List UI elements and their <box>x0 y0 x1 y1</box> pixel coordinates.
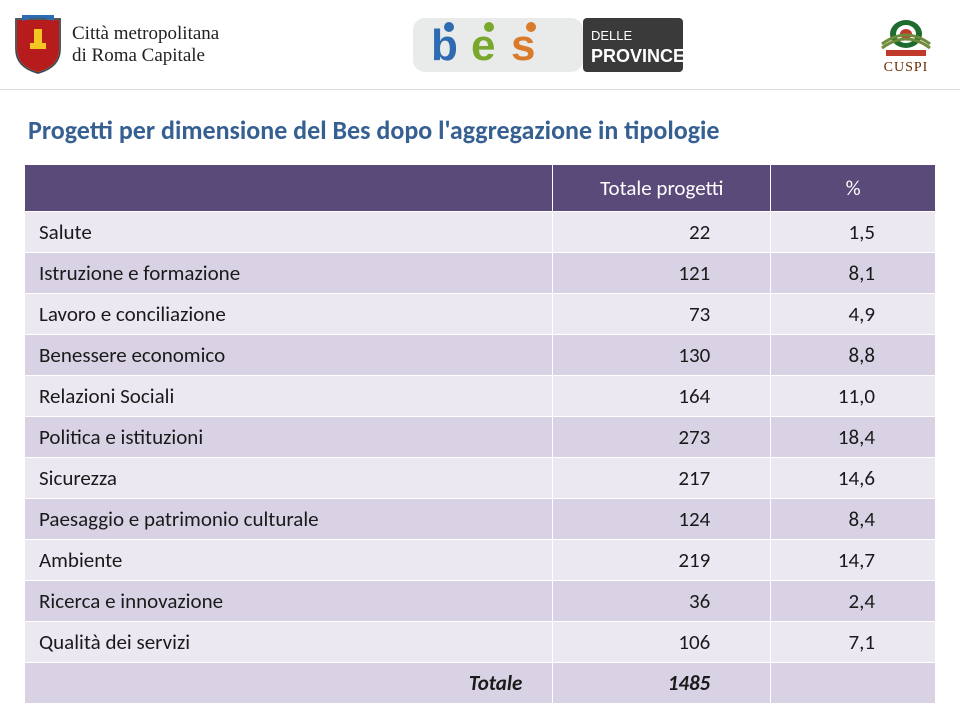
row-pct: 11,0 <box>771 376 936 417</box>
col-header-percent: % <box>771 165 936 212</box>
row-pct: 14,7 <box>771 540 936 581</box>
row-label: Ambiente <box>25 540 553 581</box>
row-label: Istruzione e formazione <box>25 253 553 294</box>
cuspi-emblem-icon <box>876 14 936 58</box>
table-row: Politica e istituzioni27318,4 <box>25 417 936 458</box>
row-total: 121 <box>553 253 771 294</box>
total-value: 1485 <box>553 663 771 704</box>
row-label: Sicurezza <box>25 458 553 499</box>
city-name: Città metropolitana di Roma Capitale <box>72 23 219 67</box>
row-total: 130 <box>553 335 771 376</box>
row-total: 217 <box>553 458 771 499</box>
row-label: Ricerca e innovazione <box>25 581 553 622</box>
row-label: Lavoro e conciliazione <box>25 294 553 335</box>
bes-logo-icon: b e s DELLE PROVINCE <box>413 12 683 78</box>
row-total: 164 <box>553 376 771 417</box>
bes-bottom-text: PROVINCE <box>591 46 683 66</box>
row-pct: 8,1 <box>771 253 936 294</box>
table-row: Ricerca e innovazione362,4 <box>25 581 936 622</box>
projects-table: Totale progetti % Salute221,5 Istruzione… <box>24 164 936 704</box>
table-row: Ambiente21914,7 <box>25 540 936 581</box>
row-total: 124 <box>553 499 771 540</box>
page-title: Progetti per dimensione del Bes dopo l'a… <box>0 90 960 164</box>
cuspi-label: CUSPI <box>884 60 929 76</box>
bes-logo: b e s DELLE PROVINCE <box>413 12 683 78</box>
row-pct: 8,8 <box>771 335 936 376</box>
total-pct <box>771 663 936 704</box>
total-label: Totale <box>25 663 553 704</box>
col-header-label <box>25 165 553 212</box>
coat-of-arms-icon <box>12 15 64 75</box>
row-pct: 8,4 <box>771 499 936 540</box>
table-row: Qualità dei servizi1067,1 <box>25 622 936 663</box>
table-header-row: Totale progetti % <box>25 165 936 212</box>
row-pct: 18,4 <box>771 417 936 458</box>
city-line1: Città metropolitana <box>72 23 219 45</box>
row-pct: 4,9 <box>771 294 936 335</box>
row-label: Benessere economico <box>25 335 553 376</box>
header-bar: Città metropolitana di Roma Capitale b e… <box>0 0 960 90</box>
row-label: Paesaggio e patrimonio culturale <box>25 499 553 540</box>
table-row: Benessere economico1308,8 <box>25 335 936 376</box>
row-label: Politica e istituzioni <box>25 417 553 458</box>
row-total: 273 <box>553 417 771 458</box>
table-row: Sicurezza21714,6 <box>25 458 936 499</box>
row-pct: 7,1 <box>771 622 936 663</box>
city-logo-block: Città metropolitana di Roma Capitale <box>12 15 219 75</box>
row-label: Relazioni Sociali <box>25 376 553 417</box>
row-total: 219 <box>553 540 771 581</box>
city-line2: di Roma Capitale <box>72 45 219 67</box>
row-pct: 2,4 <box>771 581 936 622</box>
row-pct: 1,5 <box>771 212 936 253</box>
table-row: Lavoro e conciliazione734,9 <box>25 294 936 335</box>
row-total: 73 <box>553 294 771 335</box>
bes-top-text: DELLE <box>591 28 633 43</box>
table-row: Salute221,5 <box>25 212 936 253</box>
table-row: Istruzione e formazione1218,1 <box>25 253 936 294</box>
table-row: Paesaggio e patrimonio culturale1248,4 <box>25 499 936 540</box>
row-pct: 14,6 <box>771 458 936 499</box>
col-header-total: Totale progetti <box>553 165 771 212</box>
table-total-row: Totale 1485 <box>25 663 936 704</box>
row-label: Qualità dei servizi <box>25 622 553 663</box>
table-row: Relazioni Sociali16411,0 <box>25 376 936 417</box>
row-total: 106 <box>553 622 771 663</box>
row-total: 22 <box>553 212 771 253</box>
row-label: Salute <box>25 212 553 253</box>
cuspi-logo-block: CUSPI <box>876 14 936 76</box>
table-container: Totale progetti % Salute221,5 Istruzione… <box>0 164 960 704</box>
row-total: 36 <box>553 581 771 622</box>
